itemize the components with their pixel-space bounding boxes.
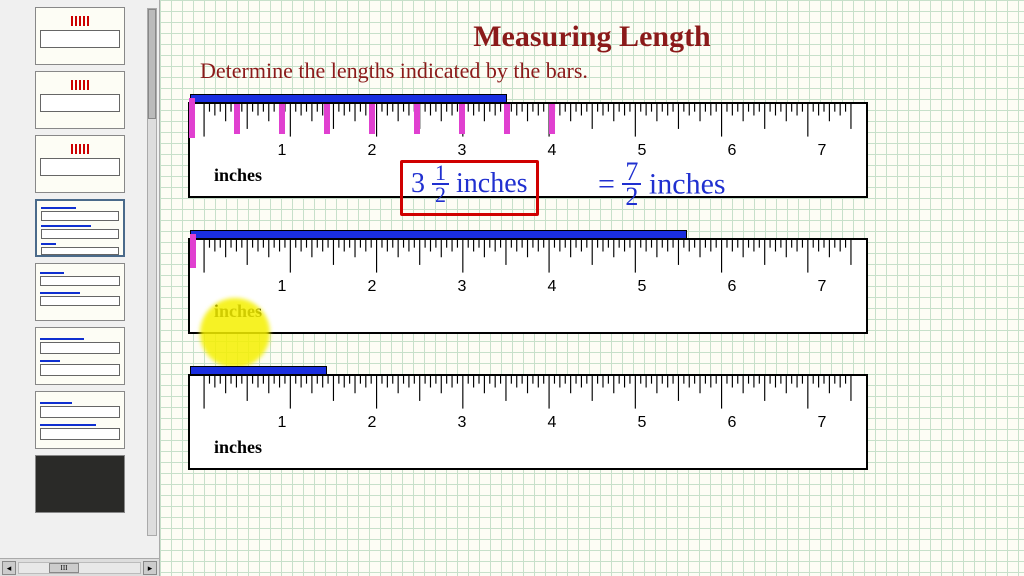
hscroll-track[interactable]: III (18, 562, 141, 574)
ruler-number: 5 (638, 278, 647, 296)
ruler-number: 3 (458, 414, 467, 432)
annotation-frac2: 72 (622, 160, 641, 209)
slide-thumb-6[interactable] (35, 327, 125, 385)
hscroll-thumb[interactable]: III (49, 563, 79, 573)
ruler-number: 1 (278, 142, 287, 160)
main-slide-area: Measuring Length Determine the lengths i… (160, 0, 1024, 576)
pink-mark (459, 104, 465, 134)
pink-mark (189, 98, 195, 138)
thumbnail-panel: ◂ III ▸ (0, 0, 160, 576)
thumb-scrollbar-v[interactable] (147, 8, 157, 536)
pink-mark-r2-start (190, 234, 196, 268)
slide-thumb-4[interactable] (35, 199, 125, 257)
slide-thumb-7[interactable] (35, 391, 125, 449)
annotation-unit1: inches (456, 168, 528, 199)
ruler-number: 6 (728, 278, 737, 296)
annotation-equals: = 72 inches (598, 162, 726, 211)
ruler-ticks-3 (190, 376, 866, 468)
ruler-number: 2 (368, 278, 377, 296)
pink-mark (324, 104, 330, 134)
slide-thumb-3[interactable] (35, 135, 125, 193)
slide-thumb-5[interactable] (35, 263, 125, 321)
ruler-number: 6 (728, 142, 737, 160)
ruler-number: 6 (728, 414, 737, 432)
ruler-1: inches 1234567 3 12 inches = 72 inches (188, 102, 868, 198)
pink-mark (504, 104, 510, 134)
thumb-scrollbar-v-handle[interactable] (148, 9, 156, 119)
annotation-whole: 3 (411, 168, 425, 199)
ruler-number: 1 (278, 414, 287, 432)
ruler-number: 7 (818, 414, 827, 432)
ruler-block-2: inches 1 2 3 4 5 6 7 (188, 238, 996, 334)
ruler-3: inches 1 2 3 4 5 6 7 (188, 374, 868, 470)
slide-title: Measuring Length (188, 20, 996, 54)
ruler-label-1: inches (214, 165, 262, 186)
thumbnail-scroll[interactable] (0, 0, 159, 558)
ruler-block-3: inches 1 2 3 4 5 6 7 (188, 374, 996, 470)
ruler-number: 4 (548, 414, 557, 432)
ruler-number: 2 (368, 142, 377, 160)
ruler-number: 5 (638, 414, 647, 432)
ruler-number: 7 (818, 142, 827, 160)
pink-mark (234, 104, 240, 134)
pink-mark (369, 104, 375, 134)
annotation-unit2: inches (649, 167, 726, 200)
ruler-ticks-2 (190, 240, 866, 332)
ruler-number: 4 (548, 142, 557, 160)
annotation-frac1: 12 (432, 163, 449, 205)
hscroll-left-btn[interactable]: ◂ (2, 561, 16, 575)
slide-thumb-2[interactable] (35, 71, 125, 129)
ruler-2: inches 1 2 3 4 5 6 7 (188, 238, 868, 334)
pink-mark (414, 104, 420, 134)
slide-thumb-8[interactable] (35, 455, 125, 513)
ruler-number: 3 (458, 142, 467, 160)
annotation-eq-sign: = (598, 167, 615, 200)
ruler-label-3: inches (214, 437, 262, 458)
ruler-block-1: inches 1234567 3 12 inches = 72 inches (188, 102, 996, 198)
thumb-hscroll: ◂ III ▸ (0, 558, 159, 576)
slide-subtitle: Determine the lengths indicated by the b… (200, 58, 996, 84)
ruler-label-2: inches (214, 301, 262, 322)
slide-thumb-1[interactable] (35, 7, 125, 65)
ruler-number: 2 (368, 414, 377, 432)
ruler-number: 3 (458, 278, 467, 296)
pink-mark (549, 104, 555, 134)
slide-content: Measuring Length Determine the lengths i… (160, 0, 1024, 576)
hscroll-right-btn[interactable]: ▸ (143, 561, 157, 575)
ruler-number: 5 (638, 142, 647, 160)
annotation-answer-box: 3 12 inches (400, 160, 539, 216)
ruler-number: 7 (818, 278, 827, 296)
ruler-number: 4 (548, 278, 557, 296)
ruler-number: 1 (278, 278, 287, 296)
pink-mark (279, 104, 285, 134)
